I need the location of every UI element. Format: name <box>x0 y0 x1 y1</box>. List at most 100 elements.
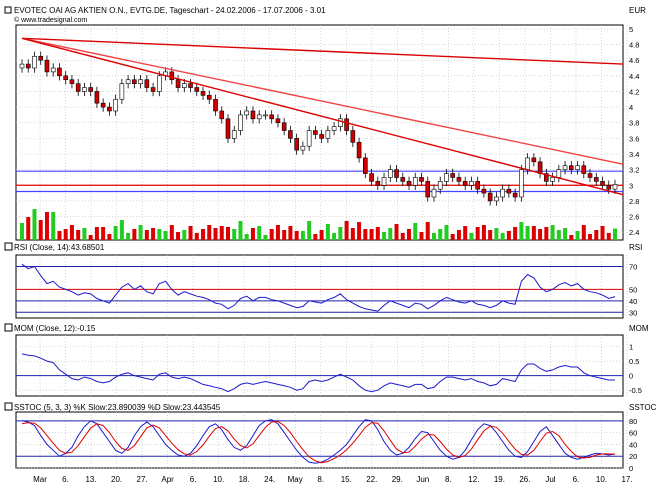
trendline <box>21 37 624 65</box>
price-tick-label: 4.4 <box>629 72 639 81</box>
volume-bar <box>76 230 81 240</box>
candle-body <box>181 83 187 88</box>
candle-body <box>569 165 574 170</box>
price-guide-lines <box>16 170 623 193</box>
candle-body <box>113 98 118 112</box>
volume-bar <box>113 226 118 240</box>
volume-bar <box>250 228 255 240</box>
volume-bar <box>138 225 143 240</box>
volume-bar <box>69 225 74 240</box>
volume-bar <box>519 222 524 240</box>
volume-bar <box>469 233 474 240</box>
sstoc-tick-label: 60 <box>629 429 637 438</box>
candle-body <box>200 91 206 96</box>
candle-body <box>394 169 399 178</box>
volume-bar <box>132 229 137 240</box>
candle-body <box>550 177 555 182</box>
candle-body <box>581 165 587 174</box>
rsi-panel-frame <box>15 254 624 319</box>
volume-bar <box>350 228 355 240</box>
volume-bar <box>382 232 387 240</box>
rsi-tick-label: 40 <box>629 297 637 306</box>
x-tick-label: 6. <box>190 475 197 484</box>
sstoc-k-line <box>21 419 616 464</box>
candle-body <box>169 71 175 81</box>
grid-lines <box>16 25 628 469</box>
price-tick-label: 4 <box>629 103 633 112</box>
currency-label: EUR <box>629 6 646 15</box>
x-tick-label: 20. <box>111 475 122 484</box>
candle-body <box>38 55 44 61</box>
mom-tick-label: 0 <box>629 372 633 381</box>
x-tick-label: Mar <box>33 475 47 484</box>
chart-copyright: © www.tradesignal.com <box>14 16 87 24</box>
volume-bar <box>413 223 418 240</box>
candle-body <box>219 110 225 120</box>
volume-bar <box>101 227 106 240</box>
sstoc-tick-label: 40 <box>629 440 637 449</box>
volume-bar <box>438 229 443 240</box>
volume-bar <box>225 227 230 240</box>
volume-bar <box>44 212 49 240</box>
volume-bar <box>556 230 561 240</box>
sstoc-marker-icon <box>4 402 13 411</box>
volume-bar <box>431 233 436 240</box>
volume-bar <box>176 232 181 240</box>
candle-body <box>281 122 287 131</box>
candle-body <box>294 138 299 151</box>
candle-body <box>132 79 137 84</box>
x-tick-label: 27. <box>137 475 148 484</box>
x-tick-label: 8. <box>317 475 324 484</box>
volume-bar <box>219 226 224 240</box>
rsi-line <box>21 263 616 312</box>
volume-bar <box>188 226 193 240</box>
candle-body <box>100 102 106 108</box>
candle-body <box>94 91 100 104</box>
candle-body <box>175 79 181 88</box>
volume-bar <box>169 225 174 240</box>
price-tick-label: 3.4 <box>629 150 639 159</box>
candle-body <box>500 188 505 198</box>
x-tick-label: 13. <box>85 475 96 484</box>
price-tick-label: 3.2 <box>629 166 639 175</box>
candle-body <box>107 106 112 112</box>
volume-bar <box>444 225 449 240</box>
volume-bar <box>325 224 330 240</box>
volume-bar <box>481 225 486 240</box>
volume-bar <box>119 220 124 240</box>
volume-bar <box>338 227 343 240</box>
candle-body <box>57 67 62 77</box>
sstoc-label: SSTOC (5, 3, 3) %K Slow:23.890039 %D Slo… <box>14 403 221 412</box>
candle-body <box>238 114 243 131</box>
candle-body <box>487 192 493 202</box>
chart-title: EVOTEC OAI AG AKTIEN O.N., EVTG.DE, Tage… <box>14 6 326 15</box>
price-tick-label: 3 <box>629 181 633 190</box>
x-tick-label: 10. <box>596 475 607 484</box>
candle-body <box>275 118 281 124</box>
volume-bar <box>363 229 368 240</box>
candle-body <box>344 118 349 131</box>
x-tick-label: 18. <box>239 475 250 484</box>
candle-body <box>88 87 93 92</box>
candle-body <box>306 130 312 147</box>
candle-body <box>75 83 81 92</box>
volume-bar <box>57 231 62 240</box>
candle-body <box>150 87 156 92</box>
x-tick-label: 8. <box>445 475 452 484</box>
rsi-tick-label: 30 <box>629 308 637 317</box>
volume-bar <box>194 233 199 240</box>
candle-body <box>593 177 599 182</box>
candle-body <box>544 173 549 182</box>
sstoc-axis-label: SSTOC <box>629 403 657 412</box>
candle-body <box>206 95 212 100</box>
x-tick-label: 10. <box>213 475 224 484</box>
candle-body <box>319 134 324 139</box>
candle-body <box>537 161 543 174</box>
candle-body <box>369 173 374 182</box>
volume-bar <box>126 233 131 240</box>
volume-bar <box>613 228 617 240</box>
x-tick-label: 6. <box>573 475 580 484</box>
volume-bar <box>38 220 43 240</box>
candle-body <box>138 79 143 84</box>
